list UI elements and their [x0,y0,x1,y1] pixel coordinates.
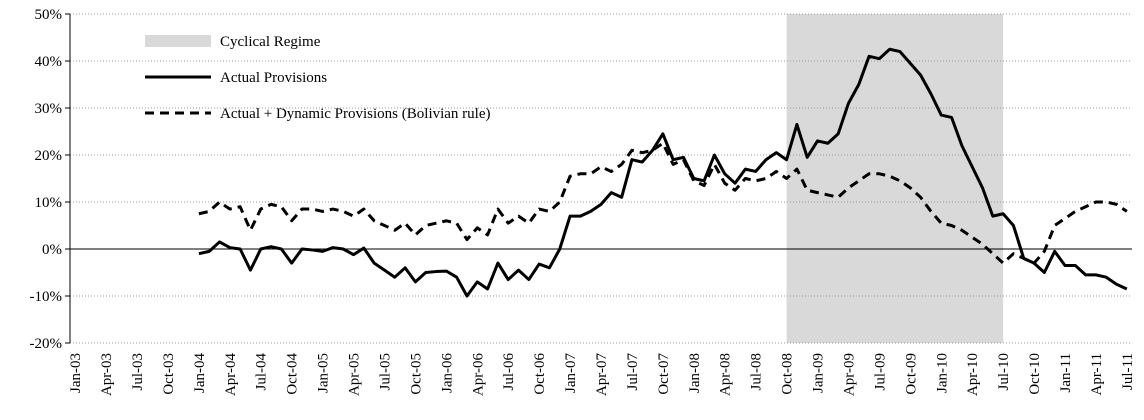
x-tick-label: Jan-06 [439,353,455,393]
x-tick-label: Jan-08 [687,353,703,393]
y-tick-label: 0% [42,242,62,258]
x-tick-label: Oct-05 [408,353,424,395]
x-tick-label: Apr-07 [594,353,610,397]
legend-label: Actual Provisions [220,70,327,86]
legend-swatch [145,35,211,47]
x-tick-label: Jan-10 [934,353,950,393]
x-tick-label: Jul-11 [1120,353,1136,390]
x-tick-label: Jan-03 [68,353,84,393]
x-tick-label: Apr-03 [99,353,115,396]
x-tick-label: Jan-09 [811,353,827,393]
x-tick-label: Jul-05 [377,353,393,391]
legend-label: Cyclical Regime [220,34,321,50]
x-tick-label: Jul-08 [749,353,765,391]
x-tick-label: Oct-04 [285,353,301,395]
x-tick-label: Jul-07 [625,353,641,391]
y-tick-label: 50% [35,7,63,23]
y-tick-label: 40% [35,54,63,70]
x-tick-label: Jul-04 [254,353,270,391]
x-tick-label: Apr-04 [223,353,239,397]
y-tick-label: 10% [35,195,63,211]
x-tick-label: Jan-04 [192,353,208,393]
x-tick-label: Oct-10 [1027,353,1043,395]
x-tick-label: Oct-08 [780,353,796,395]
x-tick-label: Jul-03 [130,353,146,391]
y-tick-label: -10% [30,289,63,305]
x-tick-label: Jul-10 [996,353,1012,391]
x-tick-label: Oct-06 [532,353,548,395]
x-tick-label: Apr-11 [1089,353,1105,395]
x-tick-label: Jul-09 [872,353,888,391]
x-tick-label: Jan-05 [316,353,332,393]
x-tick-label: Jan-07 [563,353,579,393]
x-tick-label: Oct-09 [903,353,919,395]
x-tick-label: Apr-08 [718,353,734,396]
x-tick-label: Oct-03 [161,353,177,395]
line-series [198,47,1128,298]
legend-label: Actual + Dynamic Provisions (Bolivian ru… [220,106,491,122]
x-tick-label: Jan-11 [1058,353,1074,392]
y-tick-label: -20% [30,336,63,352]
y-tick-label: 30% [35,101,63,117]
x-tick-label: Apr-10 [965,353,981,396]
x-tick-label: Apr-05 [347,353,363,396]
x-tick-label: Jul-06 [501,353,517,391]
x-tick-label: Apr-09 [841,353,857,396]
x-tick-label: Oct-07 [656,353,672,395]
x-tick-label: Apr-06 [470,353,486,397]
y-tick-label: 20% [35,148,63,164]
